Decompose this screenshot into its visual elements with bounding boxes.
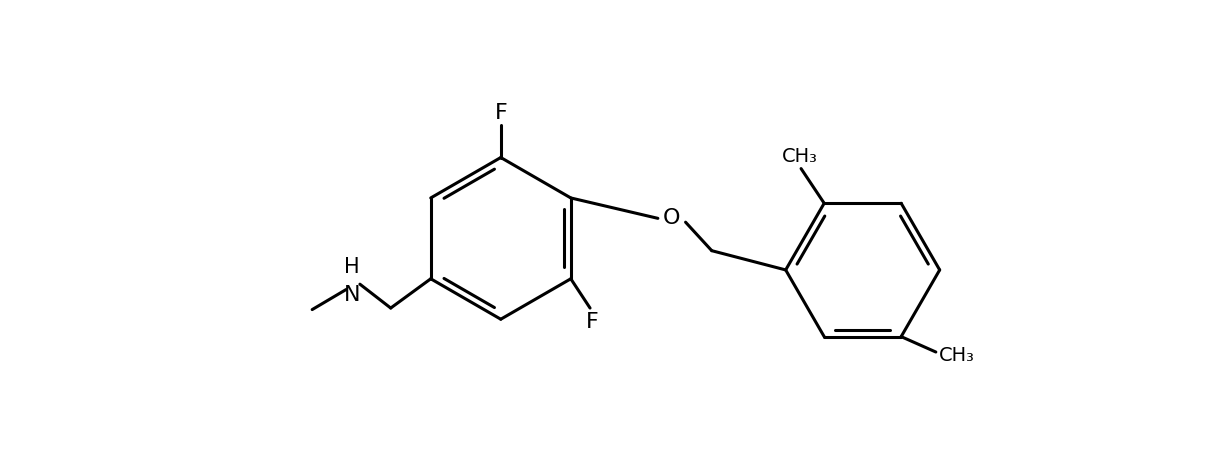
Text: H: H <box>345 257 361 277</box>
Text: CH₃: CH₃ <box>939 346 975 364</box>
Text: F: F <box>495 103 507 123</box>
Text: N: N <box>344 285 361 305</box>
Text: F: F <box>586 312 599 332</box>
Text: O: O <box>663 208 680 228</box>
Text: CH₃: CH₃ <box>782 146 818 166</box>
